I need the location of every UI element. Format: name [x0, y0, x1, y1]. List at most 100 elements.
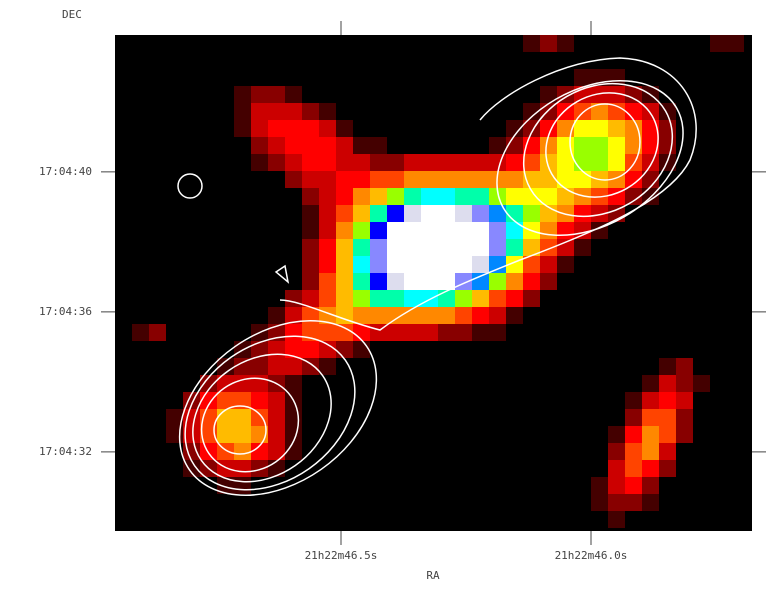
image-pixel [625, 494, 642, 511]
image-pixel [557, 120, 574, 137]
image-pixel [608, 477, 625, 494]
image-pixel [540, 35, 557, 52]
image-pixel [489, 239, 506, 256]
image-pixel [506, 171, 523, 188]
image-pixel [489, 273, 506, 290]
image-pixel [421, 324, 438, 341]
image-pixel [234, 358, 251, 375]
image-pixel [319, 239, 336, 256]
image-pixel [506, 222, 523, 239]
image-pixel [251, 358, 268, 375]
image-pixel [438, 256, 455, 273]
image-pixel [302, 120, 319, 137]
image-pixel [404, 324, 421, 341]
image-pixel [319, 358, 336, 375]
image-pixel [336, 324, 353, 341]
contour [178, 320, 378, 496]
image-pixel [285, 171, 302, 188]
image-pixel [455, 290, 472, 307]
image-pixel [591, 103, 608, 120]
image-pixel [608, 460, 625, 477]
image-pixel [557, 188, 574, 205]
image-pixel [353, 222, 370, 239]
image-pixel [455, 205, 472, 222]
image-pixel [574, 154, 591, 171]
image-pixel [659, 426, 676, 443]
image-pixel [251, 103, 268, 120]
image-pixel [319, 256, 336, 273]
image-pixel [625, 137, 642, 154]
image-pixel [540, 171, 557, 188]
image-pixel [574, 69, 591, 86]
image-pixel [268, 86, 285, 103]
y-axis-label: DEC [62, 8, 82, 21]
image-pixel [336, 222, 353, 239]
image-pixel [268, 392, 285, 409]
contour [279, 57, 697, 331]
image-pixel [574, 120, 591, 137]
image-pixel [387, 171, 404, 188]
image-pixel [438, 154, 455, 171]
image-pixel [506, 273, 523, 290]
image-pixel [591, 477, 608, 494]
image-pixel [574, 103, 591, 120]
image-pixel [234, 443, 251, 460]
image-pixel [540, 256, 557, 273]
image-pixel [455, 188, 472, 205]
image-pixel [319, 137, 336, 154]
image-pixel [455, 171, 472, 188]
contour [496, 79, 684, 237]
image-pixel [251, 154, 268, 171]
image-pixel [234, 460, 251, 477]
image-pixel [438, 307, 455, 324]
image-pixel [625, 154, 642, 171]
image-pixel [370, 154, 387, 171]
image-pixel [370, 273, 387, 290]
image-pixel [438, 171, 455, 188]
image-pixel [285, 307, 302, 324]
image-pixel [285, 324, 302, 341]
image-pixel [421, 222, 438, 239]
image-pixel [217, 392, 234, 409]
contour [569, 103, 641, 181]
image-pixel [268, 154, 285, 171]
image-pixel [608, 120, 625, 137]
image-pixel [217, 375, 234, 392]
image-pixel [472, 290, 489, 307]
image-pixel [676, 392, 693, 409]
image-pixel [472, 154, 489, 171]
image-pixel [438, 222, 455, 239]
image-pixel [319, 290, 336, 307]
image-pixel [234, 392, 251, 409]
image-pixel [540, 86, 557, 103]
image-pixel [353, 341, 370, 358]
image-pixel [319, 273, 336, 290]
image-pixel [404, 290, 421, 307]
image-pixel [642, 137, 659, 154]
contour [184, 335, 356, 491]
image-pixel [455, 239, 472, 256]
image-pixel [234, 375, 251, 392]
x-tick-label: 21h22m46.0s [555, 549, 628, 562]
image-pixel [642, 477, 659, 494]
image-pixel [523, 35, 540, 52]
image-pixel [387, 324, 404, 341]
image-pixel [353, 256, 370, 273]
contour [545, 92, 659, 198]
image-pixel [489, 222, 506, 239]
image-pixel [268, 409, 285, 426]
image-pixel [557, 256, 574, 273]
image-pixel [251, 443, 268, 460]
image-pixel [404, 239, 421, 256]
image-pixel [676, 426, 693, 443]
image-pixel [642, 494, 659, 511]
image-pixel [625, 392, 642, 409]
image-pixel [523, 290, 540, 307]
image-pixel [642, 375, 659, 392]
image-pixel [200, 375, 217, 392]
image-pixel [506, 205, 523, 222]
image-pixel [217, 477, 234, 494]
image-pixel [302, 222, 319, 239]
image-pixel [234, 86, 251, 103]
image-pixel [523, 256, 540, 273]
